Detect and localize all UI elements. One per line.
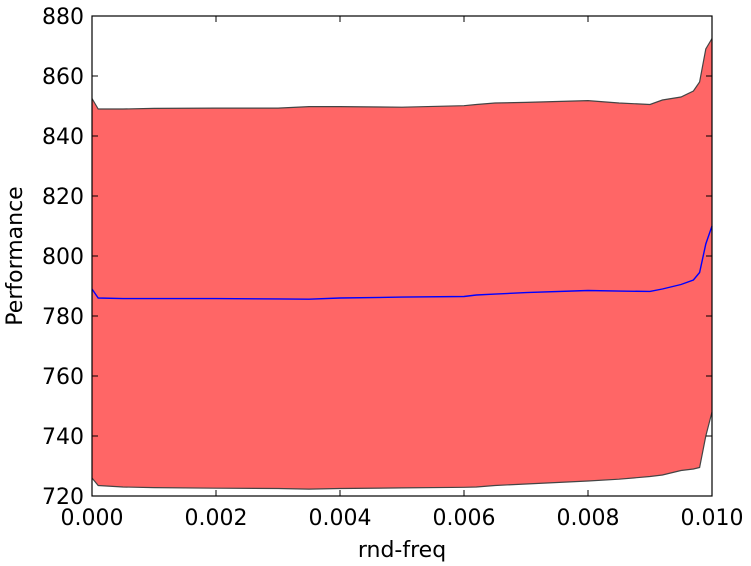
x-tick-label: 0.000 <box>61 506 124 531</box>
y-tick-label: 840 <box>42 125 84 150</box>
x-tick-label: 0.004 <box>309 506 372 531</box>
plot-area <box>91 38 713 490</box>
y-tick-label: 800 <box>42 245 84 270</box>
x-tick-label: 0.008 <box>557 506 620 531</box>
upper-bound-line <box>91 38 713 110</box>
y-tick-label: 780 <box>42 305 84 330</box>
x-tick-label: 0.002 <box>185 506 248 531</box>
confidence-band <box>92 38 712 490</box>
y-tick-label: 820 <box>42 185 84 210</box>
x-tick-label: 0.010 <box>681 506 744 531</box>
plot-frame <box>91 15 713 497</box>
x-axis-label: rnd-freq <box>358 538 446 563</box>
y-tick-label: 760 <box>42 365 84 390</box>
x-axis-ticks: 0.000 0.002 0.004 0.006 0.008 0.010 <box>61 16 744 531</box>
y-axis-ticks: 720 740 760 780 800 820 840 860 880 <box>42 5 712 510</box>
mean-line <box>91 225 713 300</box>
y-tick-label: 720 <box>42 485 84 510</box>
lower-bound-line <box>91 411 713 490</box>
y-tick-label: 880 <box>42 5 84 30</box>
x-tick-label: 0.006 <box>433 506 496 531</box>
y-tick-label: 860 <box>42 65 84 90</box>
y-tick-label: 740 <box>42 425 84 450</box>
y-axis-label: Performance <box>3 186 28 325</box>
